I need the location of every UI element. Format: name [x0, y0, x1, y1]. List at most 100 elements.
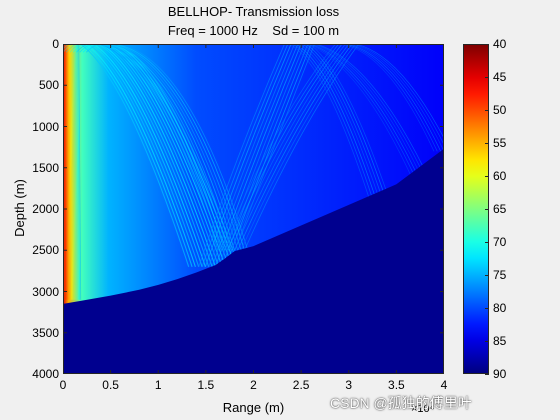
- ray-path: [299, 44, 386, 218]
- ray-path: [65, 44, 220, 267]
- near-field-streak: [71, 44, 75, 300]
- heatmap-svg: [63, 44, 444, 374]
- ray-path: [230, 44, 346, 251]
- ray-path: [76, 44, 225, 251]
- ray-path: [63, 44, 203, 267]
- ray-path: [198, 44, 285, 267]
- colorbar-tick-mark: [485, 308, 489, 309]
- ray-path: [201, 44, 289, 267]
- colorbar-tick-mark: [485, 209, 489, 210]
- ray-path: [204, 44, 292, 267]
- colorbar-tick-label: 75: [493, 268, 507, 282]
- ray-path: [69, 44, 219, 251]
- ray-path: [292, 44, 379, 218]
- near-field-streak: [77, 44, 80, 300]
- near-field-streak: [78, 44, 82, 300]
- colorbar-tick-mark: [485, 110, 489, 111]
- y-tick-label: 2500: [32, 243, 59, 258]
- colorbar-tick-mark: [485, 143, 489, 144]
- near-field-streak: [72, 44, 76, 300]
- ray-path: [79, 44, 229, 251]
- y-tick-label: 0: [52, 37, 59, 51]
- x-axis-label: Range (m): [222, 400, 285, 415]
- near-field-streak: [73, 44, 77, 300]
- colorbar-tick-label: 70: [493, 235, 507, 249]
- colorbar-tick-mark: [485, 77, 489, 78]
- colorbar-tick-label: 55: [493, 136, 507, 150]
- colorbar-tick-mark: [485, 242, 489, 243]
- colorbar-tick-label: 90: [493, 367, 507, 381]
- y-tick-label: 1000: [32, 119, 59, 134]
- ray-path: [214, 44, 302, 267]
- ray-path: [302, 44, 389, 218]
- ray-path: [244, 44, 360, 251]
- ray-path: [262, 44, 416, 185]
- ray-path: [269, 44, 422, 185]
- colorbar-tick-label: 40: [493, 37, 507, 51]
- ray-path: [275, 44, 429, 185]
- watermark: CSDN @孤独的傅里叶: [330, 395, 472, 411]
- ray-path: [86, 44, 235, 251]
- ray-path: [289, 44, 376, 218]
- ray-path: [234, 44, 350, 251]
- ray-path: [208, 44, 295, 267]
- y-tick-label: 2000: [32, 202, 59, 216]
- ray-path: [73, 44, 222, 251]
- x-tick-label: 2.5: [292, 378, 310, 392]
- ray-path: [272, 44, 426, 185]
- x-tick-label: 4: [440, 378, 448, 392]
- colorbar-tick-label: 80: [493, 301, 507, 315]
- x-tick-label: 0.5: [102, 378, 119, 392]
- near-field-streak: [76, 44, 79, 300]
- x-tick-label: 3: [345, 378, 353, 392]
- x-tick-label: 0: [59, 378, 67, 392]
- near-field-streak: [70, 44, 74, 300]
- ray-path: [279, 44, 432, 185]
- ray-field: [63, 44, 444, 300]
- colorbar-tick-mark: [485, 275, 489, 276]
- x-axis-exponent: ×10⁴: [411, 403, 435, 415]
- colorbar-tick-mark: [485, 176, 489, 177]
- ray-path: [63, 44, 216, 267]
- ray-path: [63, 44, 190, 267]
- x-tick-label: 1: [154, 378, 162, 392]
- ray-path: [83, 44, 232, 251]
- colorbar: [463, 44, 489, 374]
- ray-path: [63, 44, 206, 267]
- ray-path: [352, 44, 444, 152]
- ray-path: [305, 44, 393, 218]
- ray-path: [63, 44, 200, 267]
- plot-area: [63, 44, 444, 374]
- ray-path: [345, 44, 442, 152]
- y-tick-label: 3500: [32, 325, 59, 340]
- y-tick-label: 3000: [32, 284, 59, 299]
- ray-path: [63, 44, 193, 267]
- ray-path: [63, 44, 213, 267]
- colorbar-tick-mark: [485, 374, 489, 375]
- x-tick-label: 2: [250, 378, 257, 392]
- near-field-streak: [68, 44, 71, 300]
- x-tick-label: 3.5: [388, 378, 405, 392]
- colorbar-tick-label: 60: [493, 169, 507, 183]
- colorbar-tick-label: 65: [493, 202, 507, 216]
- ray-path: [355, 44, 444, 152]
- ray-path: [63, 44, 196, 267]
- colorbar-tick-label: 50: [493, 103, 507, 117]
- ray-path: [265, 44, 419, 185]
- ray-path: [240, 44, 356, 251]
- near-field-streak: [64, 44, 68, 300]
- ray-path: [338, 44, 435, 152]
- ray-path: [295, 44, 383, 218]
- ray-path: [211, 44, 299, 267]
- ray-path: [69, 44, 223, 267]
- colorbar-tick-mark: [485, 44, 489, 45]
- colorbar-tick-label: 85: [493, 334, 507, 348]
- near-field-streak: [66, 44, 70, 300]
- near-field-streak: [74, 44, 78, 300]
- ray-path: [342, 44, 438, 152]
- ray-path: [348, 44, 444, 152]
- colorbar-tick-label: 45: [493, 70, 507, 84]
- chart-subtitle: Freq = 1000 Hz Sd = 100 m: [167, 23, 340, 38]
- near-field-streak: [63, 44, 67, 300]
- chart-title: BELLHOP- Transmission loss: [167, 4, 340, 19]
